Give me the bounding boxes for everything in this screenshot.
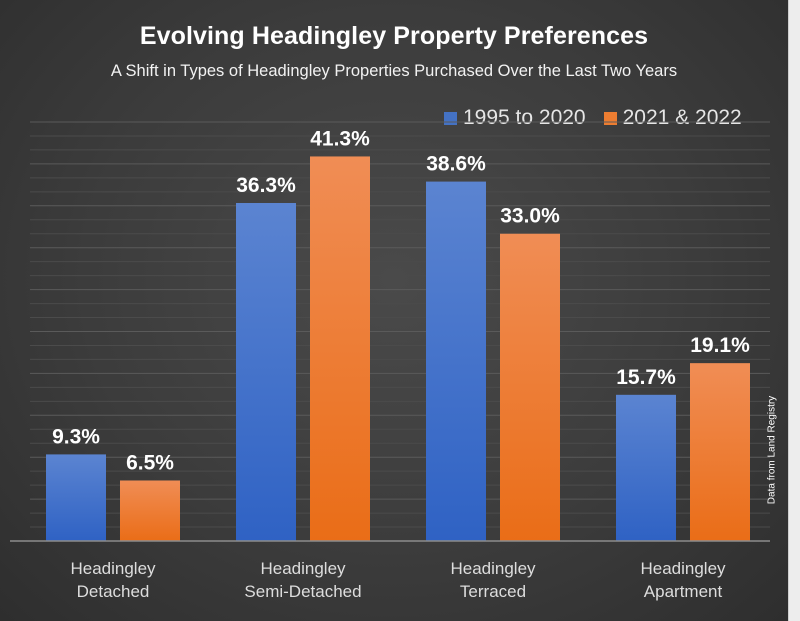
legend-item-series-1: 1995 to 2020 <box>444 106 586 130</box>
bar-series-2-cat-1 <box>120 480 180 541</box>
x-tick-label-line: Headingley <box>450 559 536 578</box>
bars <box>46 156 750 542</box>
legend-label-series-1: 1995 to 2020 <box>463 106 586 129</box>
x-tick-label: Headingley Terraced <box>393 557 593 603</box>
x-tick-label-line: Detached <box>76 582 150 601</box>
bar-series-1-cat-1 <box>46 454 106 541</box>
legend-item-series-2: 2021 & 2022 <box>603 106 742 130</box>
legend-label-series-2: 2021 & 2022 <box>622 106 742 129</box>
window-edge <box>788 0 800 621</box>
x-tick-label-line: Headingley <box>260 559 346 578</box>
data-label: 19.1% <box>690 334 750 357</box>
chart-title: Evolving Headingley Property Preferences <box>139 22 649 50</box>
legend: 1995 to 2020 2021 & 2022 <box>444 106 742 130</box>
x-tick-label: Headingley Detached <box>13 557 213 603</box>
data-label: 33.0% <box>500 205 560 228</box>
data-label: 36.3% <box>236 174 296 197</box>
data-labels: 9.3% 6.5% 36.3% 41.3% 38.6% 33.0% 15.7% 19.1% <box>52 127 750 474</box>
x-tick-label-line: Apartment <box>643 582 723 601</box>
bar-series-2-cat-3 <box>500 233 560 541</box>
source-note: Data from Land Registry <box>766 395 778 505</box>
data-label: 38.6% <box>426 153 486 176</box>
x-tick-label: Headingley Apartment <box>583 557 783 603</box>
data-label: 41.3% <box>310 127 370 150</box>
x-tick-label-line: Terraced <box>459 582 527 601</box>
x-tick-label-line: Headingley <box>640 559 726 578</box>
data-label: 15.7% <box>616 366 676 389</box>
data-label: 6.5% <box>126 451 174 474</box>
bar-series-1-cat-3 <box>426 181 486 541</box>
chart-subtitle: A Shift in Types of Headingley Propertie… <box>110 62 678 80</box>
data-label: 9.3% <box>52 425 100 448</box>
x-tick-label: Headingley Semi-Detached <box>203 557 403 603</box>
legend-swatch-series-2 <box>603 111 617 125</box>
bar-series-2-cat-2 <box>310 156 370 541</box>
bar-series-2-cat-4 <box>690 363 750 541</box>
x-tick-label-line: Headingley <box>70 559 156 578</box>
x-tick-label-line: Semi-Detached <box>244 582 362 601</box>
legend-swatch-series-1 <box>444 111 457 125</box>
bar-series-1-cat-2 <box>236 203 296 542</box>
bar-series-1-cat-4 <box>616 394 676 541</box>
